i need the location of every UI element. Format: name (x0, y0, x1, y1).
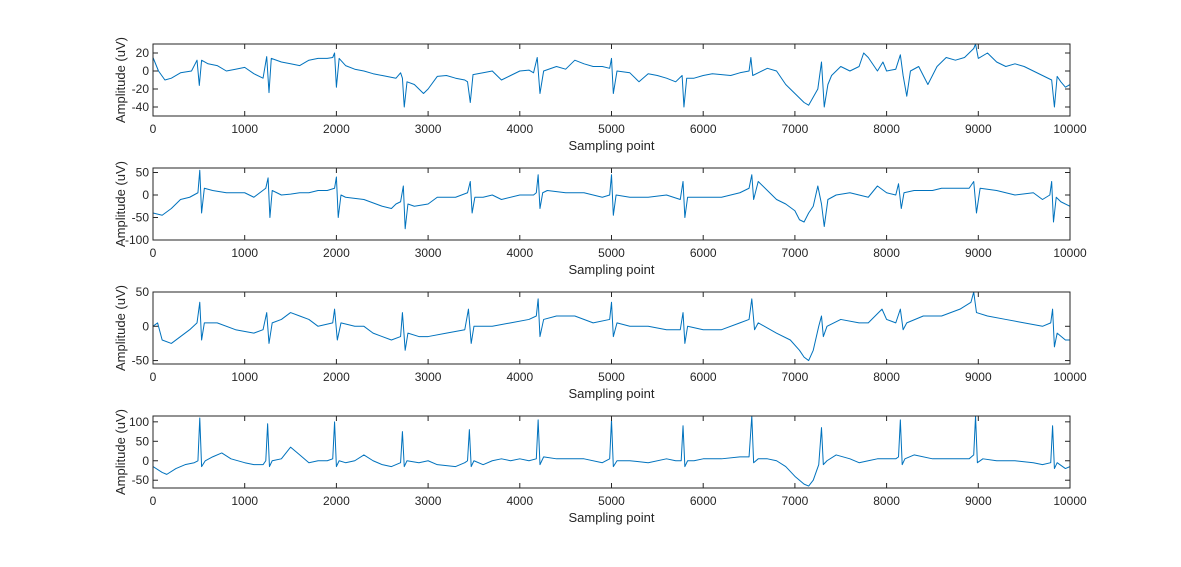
y-tick-label: -50 (132, 473, 150, 487)
y-tick-label: 20 (136, 46, 150, 60)
y-axis-label: Amplitude (uV) (113, 285, 128, 371)
x-tick-label: 4000 (506, 370, 533, 384)
plot-area (153, 44, 1070, 116)
x-tick-label: 9000 (965, 370, 992, 384)
x-axis-label: Sampling point (569, 138, 655, 153)
x-axis-label: Sampling point (569, 386, 655, 401)
x-tick-label: 8000 (873, 246, 900, 260)
subplot-4: 0 1000 2000 3000 4000 5000 6000 7000 8000 9000 100… (113, 409, 1087, 525)
x-tick-label: 3000 (415, 370, 442, 384)
x-tick-label: 0 (150, 370, 157, 384)
signal-line (153, 416, 1070, 487)
x-tick-label: 7000 (782, 370, 809, 384)
x-tick-label: 2000 (323, 494, 350, 508)
x-tick-label: 10000 (1053, 370, 1087, 384)
signal-line (153, 292, 1070, 362)
x-tick-label: 5000 (598, 122, 625, 136)
x-tick-label: 1000 (231, 370, 258, 384)
x-tick-label: 0 (150, 246, 157, 260)
x-tick-label: 6000 (690, 494, 717, 508)
x-tick-label: 5000 (598, 370, 625, 384)
x-tick-label: 0 (150, 122, 157, 136)
x-tick-label: 0 (150, 494, 157, 508)
y-axis-label: Amplitude (uV) (113, 37, 128, 123)
x-tick-label: 10000 (1053, 494, 1087, 508)
x-tick-label: 3000 (415, 122, 442, 136)
y-tick-label: 50 (136, 166, 150, 180)
x-tick-label: 8000 (873, 122, 900, 136)
y-tick-label: -40 (132, 100, 150, 114)
y-tick-label: 0 (142, 188, 149, 202)
x-tick-label: 7000 (782, 494, 809, 508)
y-tick-label: -100 (125, 233, 149, 247)
y-axis-label: Amplitude (uV) (113, 161, 128, 247)
x-tick-label: 3000 (415, 246, 442, 260)
y-tick-label: -20 (132, 82, 150, 96)
x-tick-label: 10000 (1053, 122, 1087, 136)
x-tick-label: 6000 (690, 370, 717, 384)
x-tick-label: 7000 (782, 122, 809, 136)
y-tick-label: 50 (136, 434, 150, 448)
x-tick-label: 2000 (323, 370, 350, 384)
y-tick-label: 100 (129, 415, 149, 429)
x-tick-label: 9000 (965, 246, 992, 260)
signal-line (153, 44, 1070, 108)
x-tick-label: 3000 (415, 494, 442, 508)
x-axis-label: Sampling point (569, 510, 655, 525)
x-tick-label: 5000 (598, 246, 625, 260)
y-tick-label: 0 (142, 64, 149, 78)
subplot-3: 0 1000 2000 3000 4000 5000 6000 7000 8000 9000 100… (113, 285, 1087, 401)
x-tick-label: 6000 (690, 246, 717, 260)
y-tick-label: 0 (142, 319, 149, 333)
y-tick-label: 50 (136, 285, 150, 299)
x-tick-label: 1000 (231, 246, 258, 260)
x-tick-label: 9000 (965, 494, 992, 508)
x-axis-label: Sampling point (569, 262, 655, 277)
x-tick-label: 8000 (873, 494, 900, 508)
x-tick-label: 4000 (506, 122, 533, 136)
y-axis-label: Amplitude (uV) (113, 409, 128, 495)
x-tick-label: 1000 (231, 122, 258, 136)
x-tick-label: 5000 (598, 494, 625, 508)
x-tick-label: 10000 (1053, 246, 1087, 260)
x-tick-label: 4000 (506, 494, 533, 508)
y-tick-label: 0 (142, 454, 149, 468)
x-tick-label: 2000 (323, 246, 350, 260)
x-tick-label: 6000 (690, 122, 717, 136)
signal-line (153, 169, 1070, 230)
subplot-2: 0 1000 2000 3000 4000 5000 6000 7000 8000 9000 100… (113, 161, 1087, 277)
x-tick-label: 9000 (965, 122, 992, 136)
y-tick-label: -50 (132, 354, 150, 368)
x-tick-label: 2000 (323, 122, 350, 136)
x-tick-label: 8000 (873, 370, 900, 384)
subplot-1: 0 1000 2000 3000 4000 5000 6000 7000 8000 9000 100… (113, 37, 1087, 153)
x-tick-label: 1000 (231, 494, 258, 508)
y-tick-label: -50 (132, 211, 150, 225)
x-tick-label: 7000 (782, 246, 809, 260)
x-tick-label: 4000 (506, 246, 533, 260)
